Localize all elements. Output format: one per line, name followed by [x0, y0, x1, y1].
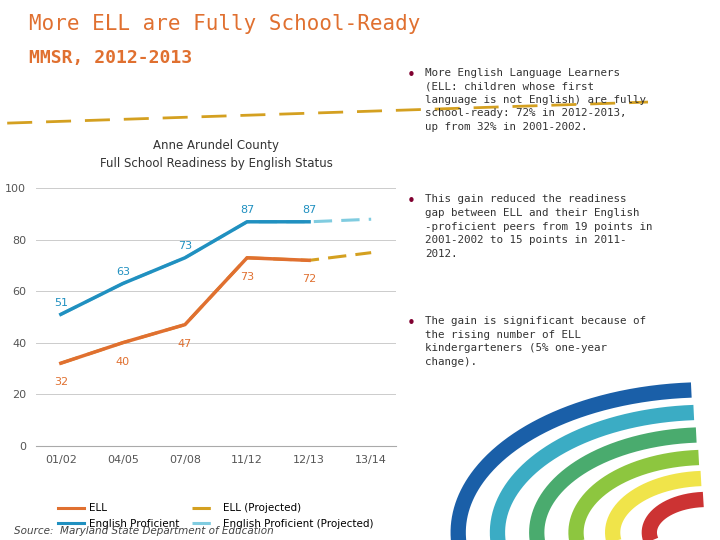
- Text: 87: 87: [302, 205, 316, 215]
- Text: MMSR, 2012-2013: MMSR, 2012-2013: [29, 49, 192, 66]
- Text: The gain is significant because of
the rising number of ELL
kindergarteners (5% : The gain is significant because of the r…: [425, 316, 646, 367]
- Text: •: •: [407, 194, 415, 210]
- Text: 63: 63: [116, 267, 130, 277]
- Text: •: •: [407, 316, 415, 331]
- Text: Source:  Maryland State Department of Education: Source: Maryland State Department of Edu…: [14, 525, 274, 536]
- Text: 73: 73: [240, 272, 254, 282]
- Title: Anne Arundel County
Full School Readiness by English Status: Anne Arundel County Full School Readines…: [99, 139, 333, 170]
- Text: 87: 87: [240, 205, 254, 215]
- Text: More ELL are Fully School-Ready: More ELL are Fully School-Ready: [29, 14, 420, 33]
- Text: More English Language Learners
(ELL: children whose first
language is not Englis: More English Language Learners (ELL: chi…: [425, 68, 646, 132]
- Text: 32: 32: [54, 377, 68, 387]
- Text: 73: 73: [178, 241, 192, 251]
- Text: 47: 47: [178, 339, 192, 349]
- Text: •: •: [407, 68, 415, 83]
- Text: This gain reduced the readiness
gap between ELL and their English
-proficient pe: This gain reduced the readiness gap betw…: [425, 194, 652, 259]
- Legend: ELL, English Proficient, ELL (Projected), English Proficient (Projected): ELL, English Proficient, ELL (Projected)…: [54, 500, 378, 533]
- Text: 51: 51: [54, 298, 68, 308]
- Text: 40: 40: [116, 357, 130, 367]
- Text: 72: 72: [302, 274, 316, 285]
